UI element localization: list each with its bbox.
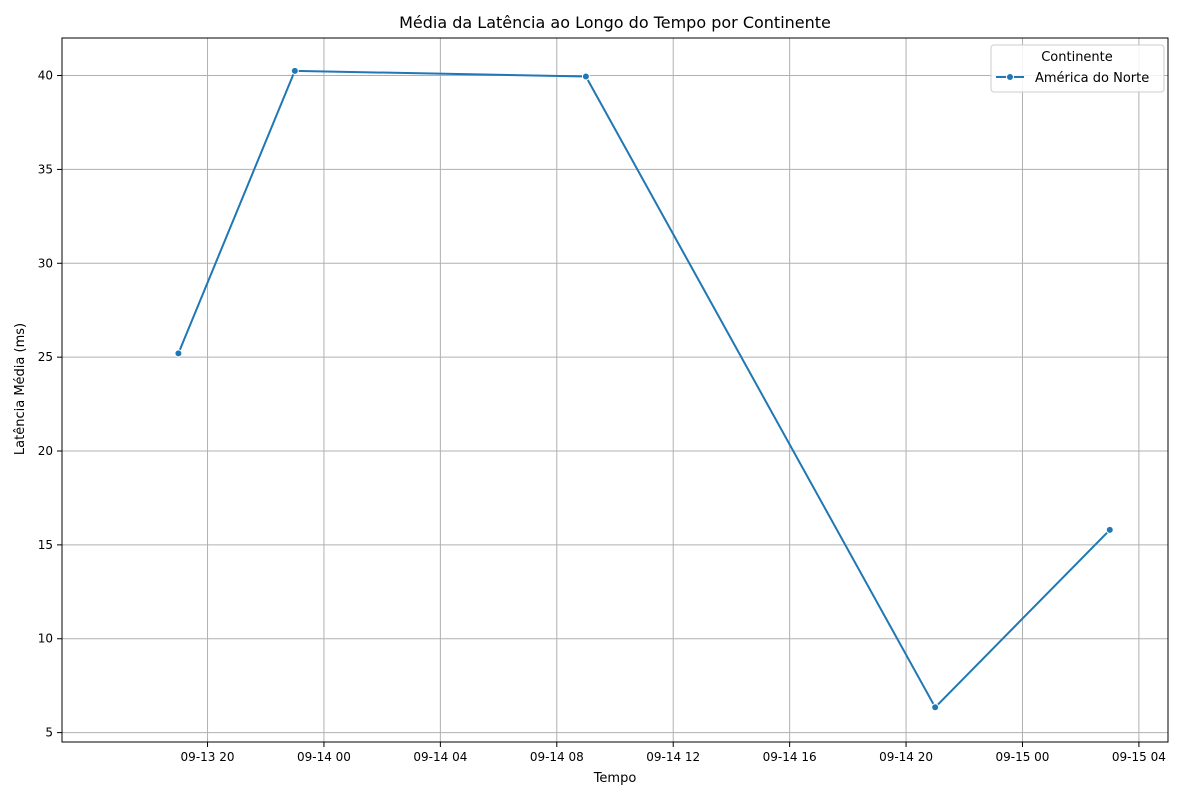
chart-title: Média da Latência ao Longo do Tempo por … [399, 13, 831, 32]
legend-series-marker [1006, 73, 1014, 81]
legend-series-label: América do Norte [1035, 71, 1149, 86]
y-tick-label: 20 [38, 444, 53, 458]
legend-title: Continente [1041, 50, 1113, 65]
series-layer [174, 66, 1114, 712]
x-tick-label: 09-14 20 [879, 750, 933, 764]
data-point [931, 703, 940, 712]
legend-box [990, 44, 1165, 93]
data-point [581, 72, 590, 81]
y-tick-label: 5 [45, 726, 53, 740]
plot-frame [61, 37, 1169, 743]
y-tick-label: 10 [38, 632, 53, 646]
x-tick-label: 09-14 08 [530, 750, 584, 764]
x-tick-label: 09-14 12 [646, 750, 700, 764]
y-axis-label: Latência Média (ms) [13, 323, 28, 455]
x-tick-label: 09-14 04 [413, 750, 467, 764]
ticks: 09-13 20 09-14 00 09-14 04 09-14 08 09-14 12… [38, 69, 1166, 764]
data-point [290, 66, 299, 75]
x-tick-label: 09-15 04 [1112, 750, 1166, 764]
x-tick-label: 09-14 16 [763, 750, 817, 764]
data-point [174, 349, 183, 358]
x-tick-label: 09-13 20 [181, 750, 235, 764]
data-point [1105, 525, 1114, 534]
y-tick-label: 25 [38, 350, 53, 364]
legend: Continente América do Norte [990, 44, 1165, 93]
y-tick-label: 15 [38, 538, 53, 552]
grid [62, 38, 1168, 742]
x-axis-label: Tempo [593, 771, 637, 786]
x-tick-label: 09-15 00 [995, 750, 1049, 764]
y-tick-label: 40 [38, 69, 53, 83]
y-tick-label: 35 [38, 162, 53, 176]
x-tick-label: 09-14 00 [297, 750, 351, 764]
y-tick-label: 30 [38, 256, 53, 270]
